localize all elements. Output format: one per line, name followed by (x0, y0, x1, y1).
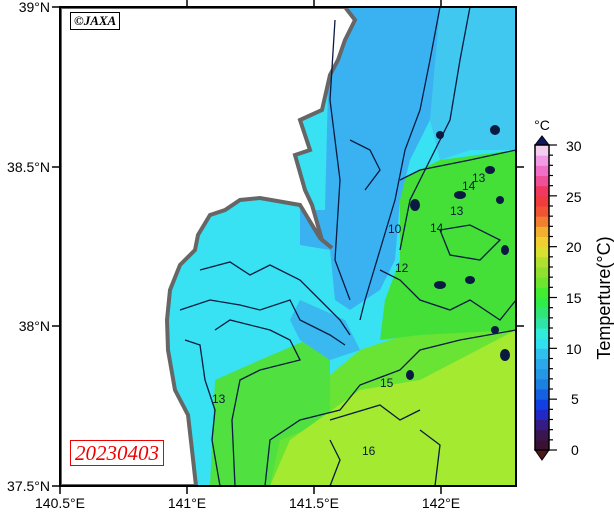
colorbar-over-arrow (533, 135, 551, 146)
jaxa-credit: ©JAXA (70, 12, 121, 30)
colorbar-cell (535, 297, 549, 309)
contour-line (359, 7, 441, 321)
green-sea-region (210, 330, 330, 486)
cold-sea-region (300, 7, 440, 310)
lat-label: 37.5°N (7, 478, 50, 494)
contour-line (264, 329, 516, 486)
colorbar-tick-label: 30 (566, 138, 582, 154)
bay-mouth-region (290, 300, 360, 360)
colorbar-cell (535, 277, 549, 288)
colorbar-cell (535, 399, 549, 410)
colorbar-cell (535, 409, 549, 420)
contour-line (439, 224, 502, 261)
colorbar-cell (535, 378, 549, 390)
lat-label: 38.5°N (7, 159, 50, 175)
colorbar: °C 30 25 20 15 10 5 0 Temperture(°C) (533, 117, 614, 461)
contour-label: 12 (395, 261, 409, 275)
contour-eddies (406, 125, 510, 380)
offshore-green-region (380, 150, 516, 340)
colorbar-cell (535, 439, 549, 451)
contour-label: 14 (430, 221, 444, 235)
colorbar-cell (535, 429, 549, 441)
colorbar-cell (535, 389, 549, 400)
contour-label: 14 (462, 179, 476, 193)
contour-line (329, 19, 351, 301)
colorbar-tick-label: 25 (566, 189, 582, 205)
colorbar-cell (535, 236, 549, 248)
contour-line (349, 139, 381, 191)
contour-line (399, 149, 516, 181)
map-frame (59, 6, 517, 487)
colorbar-cell (535, 246, 549, 258)
colorbar-cell (535, 195, 549, 207)
colorbar-tick-label: 15 (566, 290, 582, 306)
colorbar-cell (535, 348, 549, 359)
contour-label: 16 (362, 444, 376, 458)
colorbar-tick-label: 5 (571, 391, 579, 407)
colorbar-cell (535, 216, 549, 227)
date-stamp: 20230403 (70, 440, 164, 466)
colorbar-cell (535, 358, 549, 370)
colorbar-cell (535, 287, 549, 298)
colorbar-cell (535, 368, 549, 380)
colorbar-tick-label: 0 (571, 442, 579, 458)
colorbar-cell (535, 267, 549, 278)
colorbar-cell (535, 256, 549, 268)
contour-label: 13 (212, 392, 226, 406)
lat-label: 38°N (19, 318, 50, 334)
colorbar-cell (535, 155, 549, 166)
contour-line (179, 299, 346, 346)
colorbar-cell (535, 338, 549, 349)
northeast-sea-region (430, 7, 516, 160)
colorbar-cell (535, 307, 549, 319)
colorbar-unit: °C (534, 117, 550, 133)
lon-label: 140.5°E (35, 495, 85, 511)
contour-line (214, 319, 301, 486)
colorbar-cell (535, 328, 549, 339)
contour-line (199, 261, 351, 336)
lat-label: 39°N (19, 0, 50, 15)
contour-line (379, 269, 516, 321)
colorbar-cell (535, 175, 549, 187)
contour-line (184, 339, 221, 486)
contour-label: 13 (450, 204, 464, 218)
land-mass (60, 7, 358, 486)
lon-label: 141.5°E (289, 495, 339, 511)
contour-label: 15 (380, 376, 394, 390)
colorbar-tick-label: 10 (566, 341, 582, 357)
contour-line (419, 429, 441, 486)
colorbar-cell (535, 145, 549, 156)
contour-line (329, 404, 421, 421)
warm-sea-region (270, 330, 516, 486)
colorbar-tick-label: 20 (566, 239, 582, 255)
colorbar-cell (535, 185, 549, 197)
colorbar-cell (535, 226, 549, 237)
contour-label: 10 (388, 222, 402, 236)
colorbar-cell (535, 419, 549, 431)
lon-label: 142°E (422, 495, 460, 511)
contour-label: 13 (472, 171, 486, 185)
colorbar-cell (535, 206, 549, 217)
colorbar-under-arrow (534, 449, 550, 461)
colorbar-cell (535, 317, 549, 329)
contour-lines (179, 7, 516, 486)
contour-line (329, 439, 341, 486)
lon-label: 141°E (168, 495, 206, 511)
contour-line (399, 7, 471, 251)
colorbar-cell (535, 165, 549, 176)
colorbar-title: Temperture(°C) (594, 236, 614, 359)
axis-ticks (52, 0, 524, 494)
map-area[interactable]: 13 14 13 12 10 15 16 13 14 (60, 7, 516, 486)
